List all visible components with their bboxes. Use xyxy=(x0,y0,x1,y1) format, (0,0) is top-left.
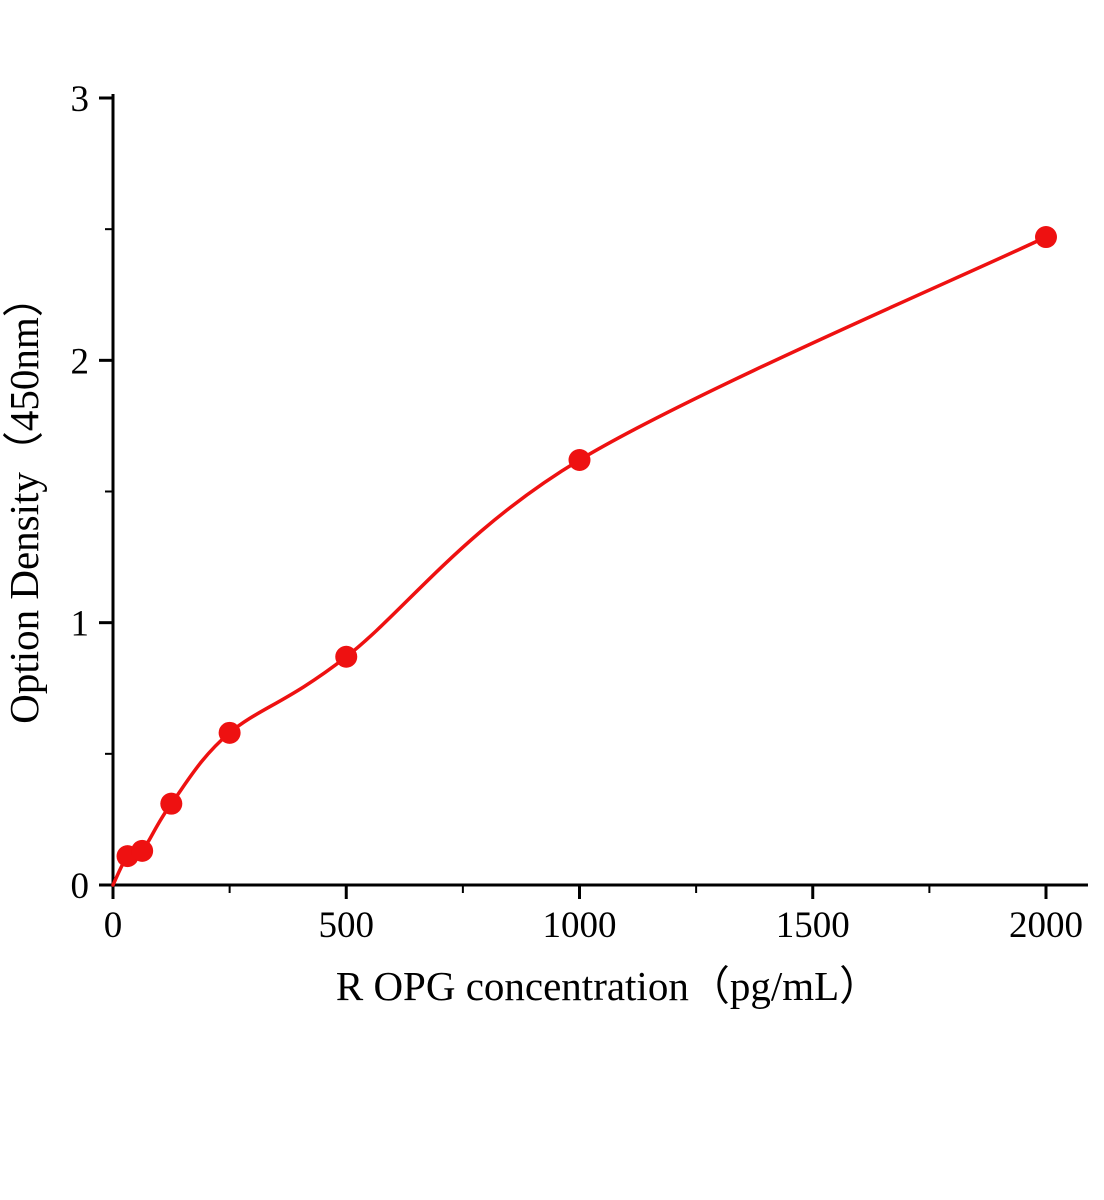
x-tick-label: 500 xyxy=(319,905,375,946)
y-tick-label: 1 xyxy=(71,604,90,645)
x-tick-label: 2000 xyxy=(1009,905,1083,946)
x-tick-label: 1500 xyxy=(776,905,850,946)
major-ticks xyxy=(99,96,1048,899)
fit-curve-path xyxy=(111,235,1048,887)
data-point xyxy=(568,449,591,472)
x-axis-title: R OPG concentration（pg/mL） xyxy=(336,963,880,1009)
x-tick-label: 0 xyxy=(104,905,123,946)
minor-ticks xyxy=(105,228,931,893)
data-point xyxy=(131,839,154,862)
axes xyxy=(111,94,1088,887)
y-axis-title: Option Density（450nm） xyxy=(1,276,47,724)
data-point xyxy=(218,721,241,744)
data-point xyxy=(160,792,183,815)
fit-curve xyxy=(111,235,1048,887)
y-tick-label: 3 xyxy=(71,79,90,120)
y-tick-label: 2 xyxy=(71,341,90,382)
x-tick-label: 1000 xyxy=(543,905,617,946)
data-point xyxy=(335,645,358,668)
y-tick-label: 0 xyxy=(71,866,90,907)
data-points xyxy=(116,226,1057,868)
tick-labels: 0 500 1000 1500 2000 0 1 2 3 xyxy=(71,79,1084,946)
data-point xyxy=(1035,226,1057,249)
